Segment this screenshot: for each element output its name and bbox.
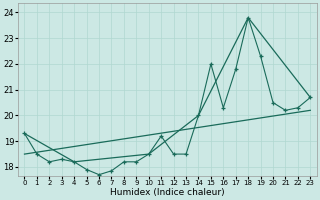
- X-axis label: Humidex (Indice chaleur): Humidex (Indice chaleur): [110, 188, 225, 197]
